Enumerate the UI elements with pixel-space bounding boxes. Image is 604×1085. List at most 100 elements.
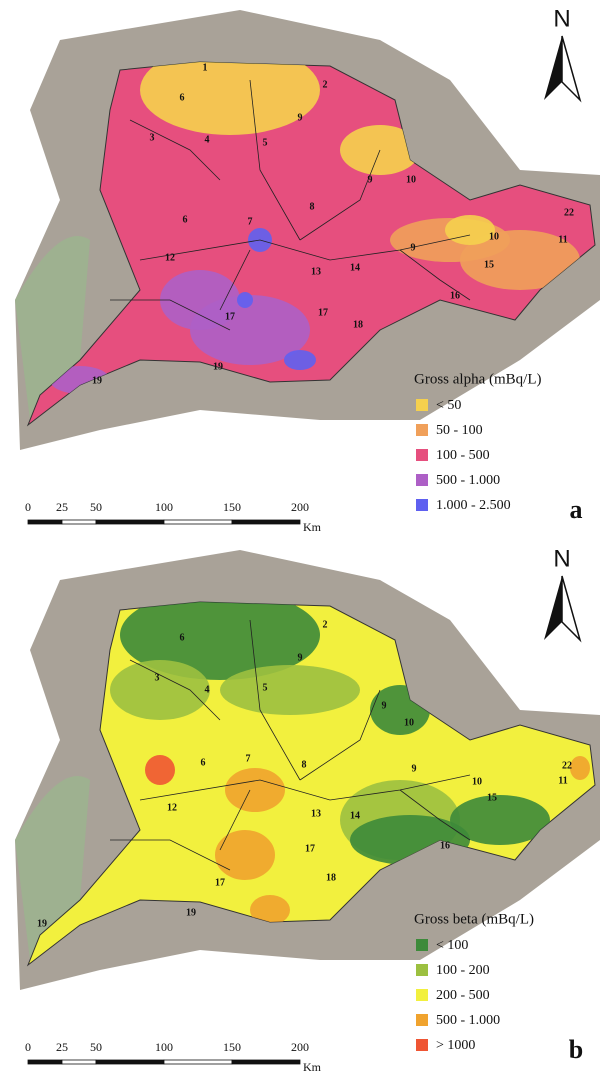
legend-label: 200 - 500 xyxy=(436,988,490,1003)
zone-label: 22 xyxy=(562,760,572,771)
legend-swatch xyxy=(416,474,428,486)
zone-label: 3 xyxy=(155,672,160,683)
zone-label: 9 xyxy=(298,112,303,123)
legend-title: Gross alpha (mBq/L) xyxy=(414,371,541,387)
zone-label: 4 xyxy=(205,134,210,145)
panel-letter: a xyxy=(570,495,583,524)
value-area xyxy=(237,292,253,308)
legend-swatch xyxy=(416,449,428,461)
north-label: N xyxy=(553,5,570,32)
zone-label: 17 xyxy=(215,877,225,888)
legend-label: 100 - 200 xyxy=(436,963,490,978)
scale-label: 200 xyxy=(291,500,309,514)
scale-label: 50 xyxy=(90,1040,102,1054)
scale-label: 0 xyxy=(25,500,31,514)
zone-label: 14 xyxy=(350,810,360,821)
zone-label: 2 xyxy=(323,619,328,630)
legend-swatch xyxy=(416,964,428,976)
scale-segment xyxy=(27,1059,63,1065)
zone-label: 10 xyxy=(489,231,499,242)
zone-label: 15 xyxy=(487,792,497,803)
zone-label: 22 xyxy=(564,207,574,218)
zone-label: 7 xyxy=(246,753,251,764)
zone-label: 10 xyxy=(406,174,416,185)
zone-label: 6 xyxy=(183,214,188,225)
value-area xyxy=(445,215,495,245)
value-area xyxy=(460,230,580,290)
scale-segment xyxy=(163,519,233,525)
zone-label: 11 xyxy=(558,234,567,245)
scale-segment xyxy=(27,519,63,525)
legend-swatch xyxy=(416,989,428,1001)
zone-label: 6 xyxy=(201,757,206,768)
value-area xyxy=(120,602,320,680)
zone-label: 9 xyxy=(411,242,416,253)
north-arrow-left xyxy=(544,576,562,640)
north-arrow-right xyxy=(561,575,582,643)
legend-label: 500 - 1.000 xyxy=(436,473,500,488)
zone-label: 19 xyxy=(186,907,196,918)
value-area xyxy=(110,660,210,720)
zone-label: 19 xyxy=(213,361,223,372)
zone-label: 8 xyxy=(302,759,307,770)
zone-label: 13 xyxy=(311,266,321,277)
zone-label: 3 xyxy=(150,132,155,143)
scale-label: 100 xyxy=(155,500,173,514)
north-label: N xyxy=(553,545,570,572)
zone-label: 19 xyxy=(37,918,47,929)
zone-label: 9 xyxy=(412,763,417,774)
value-area xyxy=(215,830,275,880)
value-area xyxy=(145,755,175,785)
zone-label: 17 xyxy=(305,843,315,854)
value-area xyxy=(570,756,590,780)
zone-label: 9 xyxy=(298,652,303,663)
value-area xyxy=(450,795,550,845)
zone-label: 14 xyxy=(350,262,360,273)
zone-label: 15 xyxy=(484,259,494,270)
legend-label: 1.000 - 2.500 xyxy=(436,498,511,513)
value-area xyxy=(284,350,316,370)
legend-label: < 100 xyxy=(436,938,468,953)
scale-segment xyxy=(231,1059,301,1065)
zone-label: 17 xyxy=(318,307,328,318)
zone-label: 5 xyxy=(263,137,268,148)
legend-label: < 50 xyxy=(436,398,461,413)
relief-green xyxy=(15,236,90,420)
zone-label: 11 xyxy=(558,775,567,786)
value-area xyxy=(225,768,285,812)
map-panel: 6 2 9 3 4 5 9 10 6 7 8 9 10 22 11 12 13 14 15 16 17 17 18 19 19 N… xyxy=(15,545,600,1074)
legend-swatch xyxy=(416,399,428,411)
zone-label: 19 xyxy=(92,375,102,386)
panel-letter: b xyxy=(569,1035,583,1064)
legend-swatch xyxy=(416,939,428,951)
scale-label: 0 xyxy=(25,1040,31,1054)
scale-segment xyxy=(61,519,97,525)
scale-unit: Km xyxy=(303,520,322,534)
scale-label: 25 xyxy=(56,500,68,514)
legend-label: 50 - 100 xyxy=(436,423,483,438)
scale-label: 50 xyxy=(90,500,102,514)
scale-segment xyxy=(61,1059,97,1065)
legend-swatch xyxy=(416,424,428,436)
zone-label: 18 xyxy=(353,319,363,330)
zone-label: 17 xyxy=(225,311,235,322)
legend-title: Gross beta (mBq/L) xyxy=(414,911,534,927)
scale-segment xyxy=(95,1059,165,1065)
scale-label: 150 xyxy=(223,1040,241,1054)
zone-label: 8 xyxy=(310,201,315,212)
scale-label: 100 xyxy=(155,1040,173,1054)
scale-label: 200 xyxy=(291,1040,309,1054)
zone-label: 6 xyxy=(180,92,185,103)
legend-swatch xyxy=(416,1014,428,1026)
legend-swatch xyxy=(416,499,428,511)
zone-label: 9 xyxy=(368,174,373,185)
legend-label: > 1000 xyxy=(436,1038,475,1053)
zone-label: 12 xyxy=(165,252,175,263)
zone-label: 16 xyxy=(450,290,460,301)
value-area xyxy=(220,665,360,715)
scale-label: 150 xyxy=(223,500,241,514)
zone-label: 13 xyxy=(311,808,321,819)
scale-unit: Km xyxy=(303,1060,322,1074)
basin-boundaries xyxy=(110,619,471,871)
